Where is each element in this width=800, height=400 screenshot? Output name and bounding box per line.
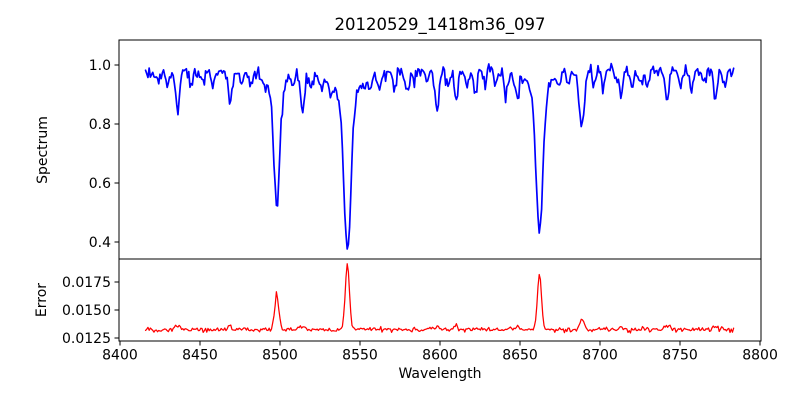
y-tick-label: 1.0	[89, 58, 111, 74]
y-tick-label: 0.4	[89, 235, 111, 251]
y-tick-label: 0.8	[89, 117, 111, 133]
x-tick-label: 8700	[582, 348, 618, 364]
y-tick-label: 0.0125	[62, 331, 111, 347]
y-tick-label: 0.0150	[62, 303, 111, 319]
chart-title: 20120529_1418m36_097	[334, 15, 545, 35]
x-tick-label: 8400	[102, 348, 138, 364]
y-tick-label: 0.6	[89, 176, 111, 192]
x-tick-label: 8450	[182, 348, 218, 364]
error-line	[144, 263, 735, 334]
x-tick-label: 8750	[662, 348, 698, 364]
spectrum-line	[144, 62, 735, 250]
y-tick-label: 0.0175	[62, 275, 111, 291]
bottom-y-axis-label: Error	[34, 283, 50, 317]
axes-spine	[118, 258, 762, 342]
x-tick-label: 8800	[742, 348, 778, 364]
x-axis-label: Wavelength	[398, 366, 481, 382]
axes-spine	[118, 39, 762, 260]
top-y-axis-label: Spectrum	[35, 116, 51, 184]
x-tick-label: 8500	[262, 348, 298, 364]
x-tick-label: 8650	[502, 348, 538, 364]
x-tick-label: 8550	[342, 348, 378, 364]
x-tick-label: 8600	[422, 348, 458, 364]
